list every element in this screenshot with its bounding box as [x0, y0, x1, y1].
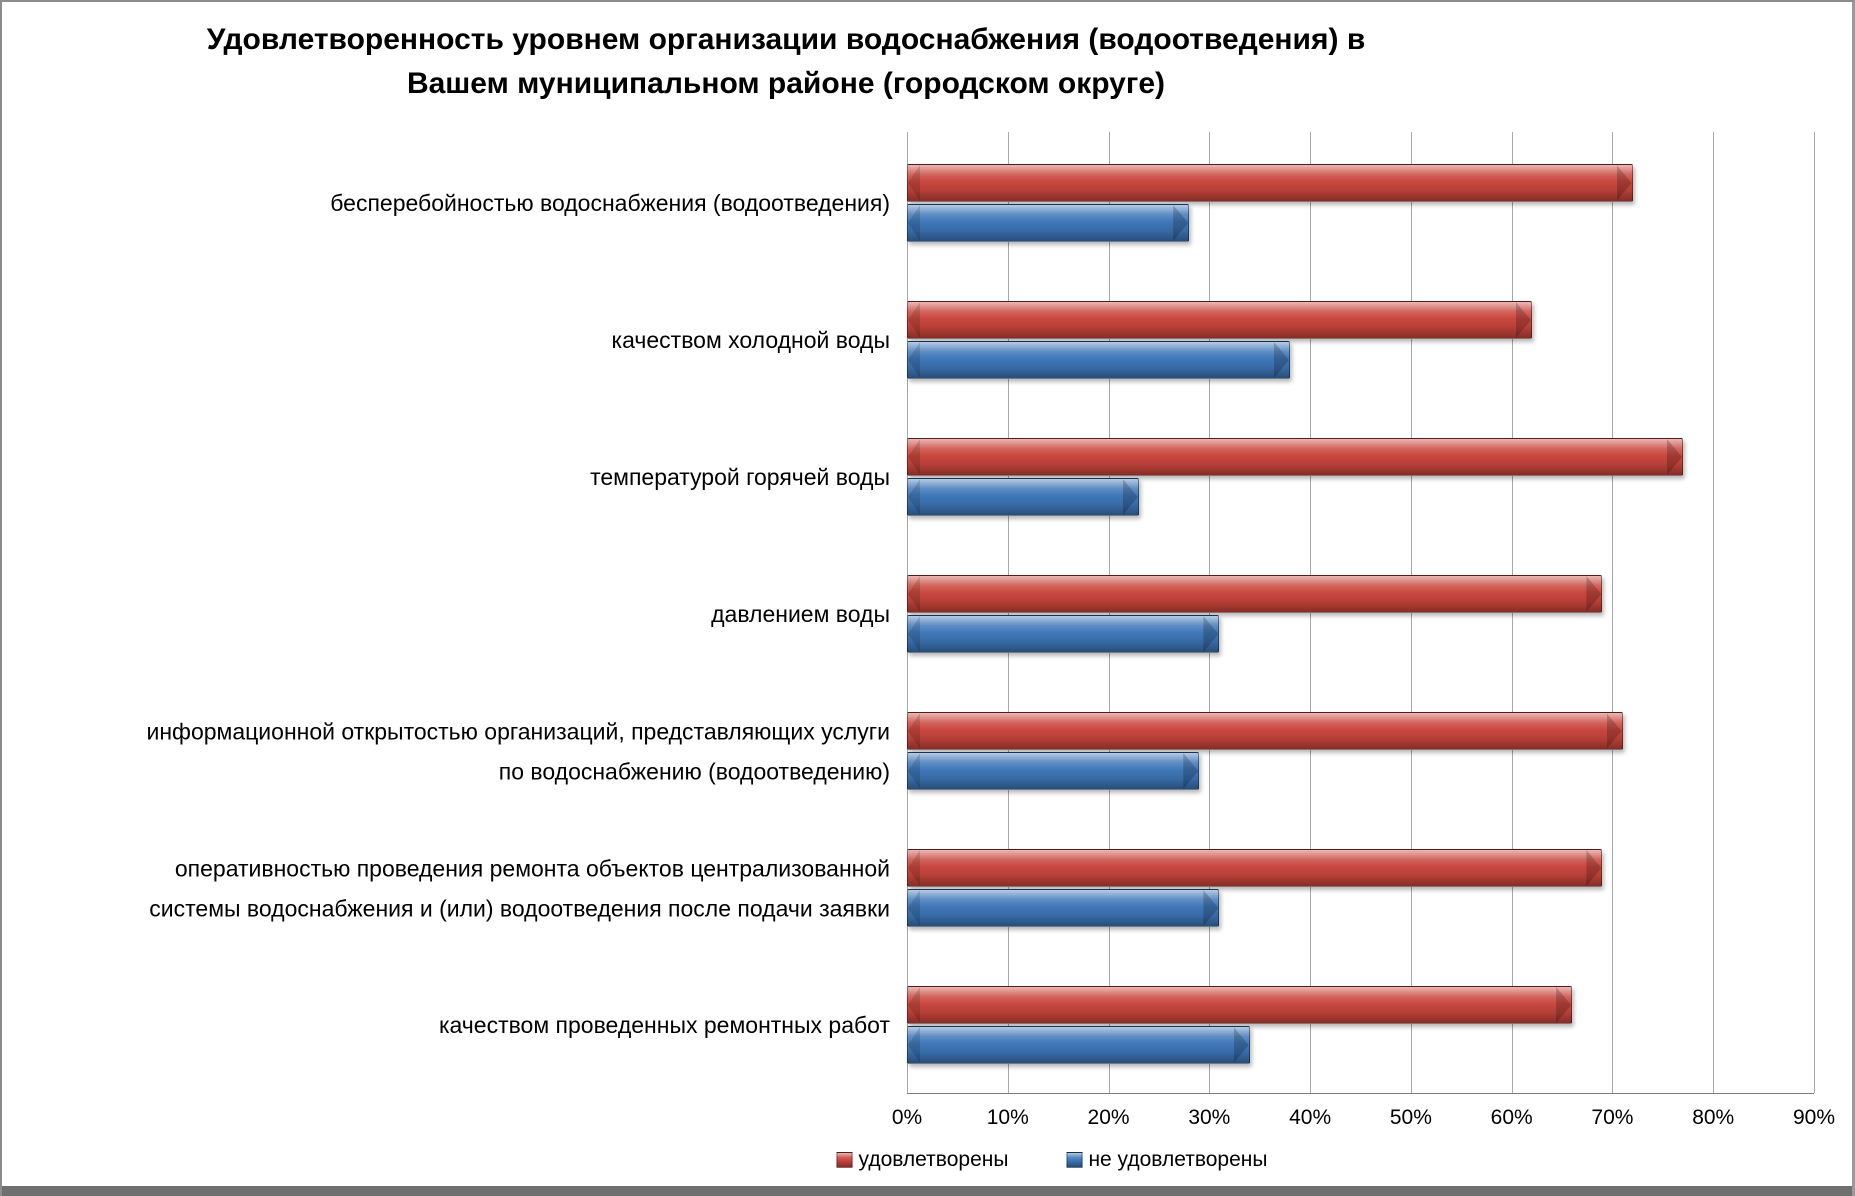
unsatisfied-bar — [907, 204, 1190, 242]
satisfied-legend-marker-icon — [836, 1152, 853, 1168]
satisfied-bar — [907, 849, 1603, 887]
category-label: качеством холодной воды — [611, 327, 890, 354]
bar-group — [907, 575, 1814, 655]
window-bottom-edge — [2, 1186, 1852, 1196]
x-axis-tick-label: 20% — [1087, 1106, 1130, 1129]
category-label: бесперебойностью водоснабжения (водоотве… — [330, 190, 890, 217]
unsatisfied-bar — [907, 752, 1200, 790]
bar-group — [907, 712, 1814, 792]
category-label: информационной открытостью организаций, … — [146, 718, 890, 784]
bar-group — [907, 986, 1814, 1066]
unsatisfied-legend-marker-icon — [1066, 1152, 1083, 1168]
gridline — [1612, 132, 1614, 1093]
x-axis-tick-label: 90% — [1792, 1106, 1836, 1129]
unsatisfied-bar — [907, 1026, 1250, 1064]
bar-group — [907, 164, 1814, 244]
bar-group — [907, 849, 1814, 929]
legend-item: удовлетворены — [836, 1148, 1009, 1172]
x-axis-tick-label: 50% — [1389, 1106, 1432, 1129]
x-axis-tick-label: 30% — [1188, 1106, 1231, 1129]
legend: удовлетворены не удовлетворены — [836, 1148, 1267, 1172]
x-axis-tick-label: 0% — [891, 1106, 923, 1129]
unsatisfied-bar — [907, 478, 1139, 516]
category-label: качеством проведенных ремонтных работ — [438, 1012, 890, 1039]
x-axis-tick-label: 40% — [1289, 1106, 1332, 1129]
gridline — [1713, 132, 1715, 1093]
x-axis-tick-label: 60% — [1490, 1106, 1533, 1129]
satisfied-bar — [907, 986, 1573, 1024]
unsatisfied-bar — [907, 889, 1220, 927]
category-label: давлением воды — [711, 601, 890, 628]
x-axis-tick-label: 80% — [1692, 1106, 1735, 1129]
x-axis-tick-label: 10% — [986, 1106, 1029, 1129]
legend-label: удовлетворены — [858, 1148, 1009, 1171]
plot-area — [907, 132, 1815, 1094]
satisfied-bar — [907, 575, 1603, 613]
category-label: температурой горячей воды — [590, 464, 890, 491]
x-axis-tick-label: 70% — [1591, 1106, 1634, 1129]
x-axis: 0% 10% 20% 30% 40% 50% 60% 70% 80% 90% — [892, 1106, 1835, 1136]
satisfied-bar — [907, 712, 1623, 750]
satisfied-bar — [907, 301, 1532, 339]
legend-label: не удовлетворены — [1088, 1148, 1268, 1171]
legend-item: не удовлетворены — [1066, 1148, 1267, 1172]
gridline — [1814, 132, 1815, 1093]
satisfied-bar — [907, 164, 1633, 202]
bar-group — [907, 301, 1814, 381]
unsatisfied-bar — [907, 341, 1290, 379]
unsatisfied-bar — [907, 615, 1220, 653]
bar-group — [907, 438, 1814, 518]
category-label: оперативностью проведения ремонта объект… — [149, 855, 890, 921]
satisfied-bar — [907, 438, 1683, 476]
chart-title: Удовлетворенность уровнем организации во… — [206, 23, 1366, 100]
